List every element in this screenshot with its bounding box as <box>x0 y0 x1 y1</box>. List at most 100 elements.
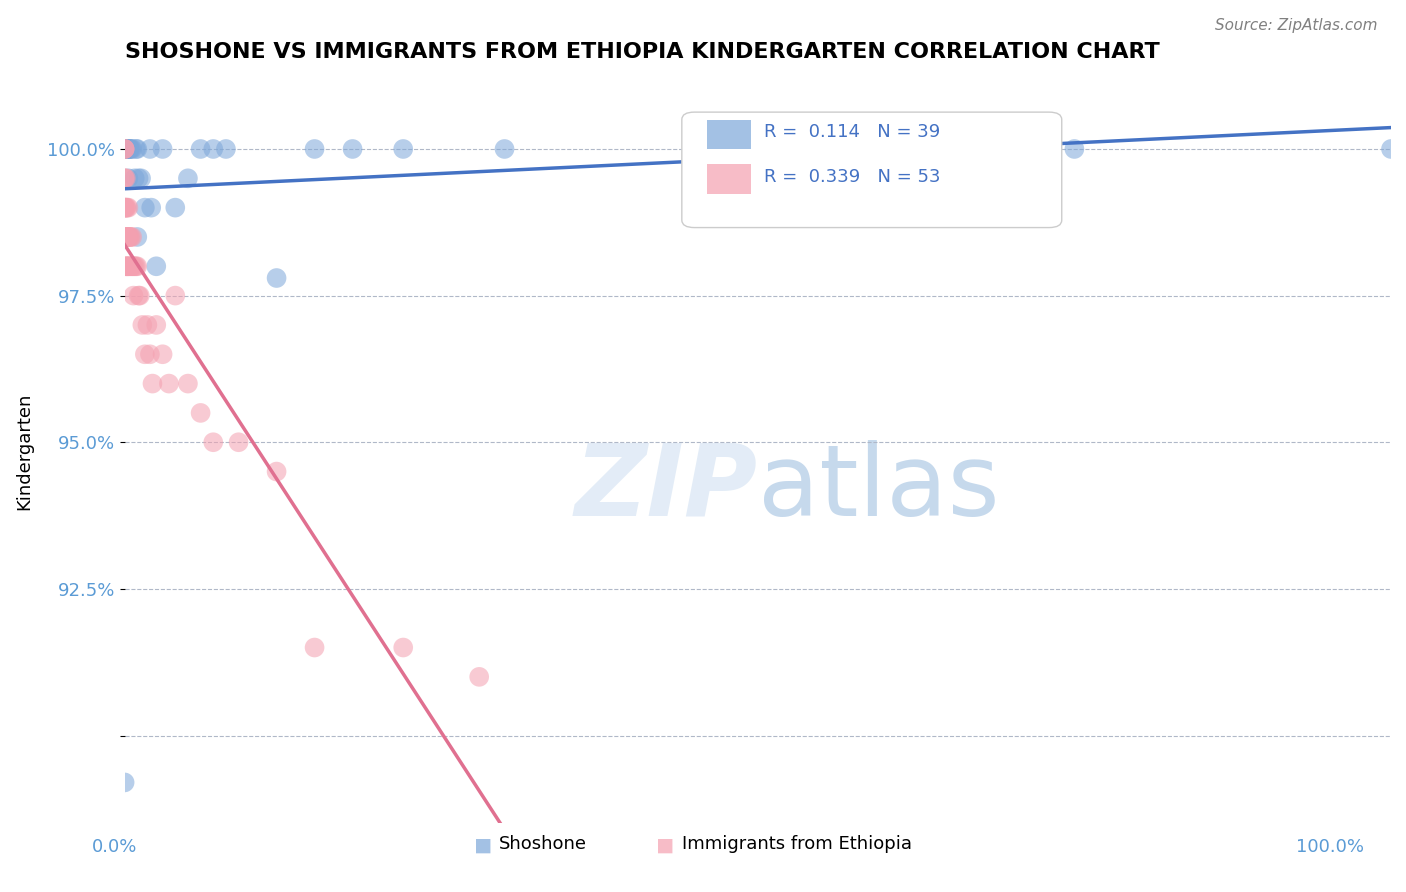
Point <box>114 230 136 244</box>
Point <box>114 142 136 156</box>
Point <box>145 260 167 274</box>
Point <box>120 230 142 244</box>
Point <box>121 260 143 274</box>
Point <box>121 142 143 156</box>
Point <box>114 142 136 156</box>
Point <box>228 435 250 450</box>
Point <box>392 640 415 655</box>
Point <box>1063 142 1085 156</box>
Point <box>304 640 326 655</box>
Point <box>136 318 159 332</box>
Point <box>141 376 163 391</box>
Point <box>127 260 149 274</box>
Point <box>128 288 150 302</box>
Point <box>128 288 150 302</box>
Point <box>114 171 136 186</box>
Point <box>117 260 139 274</box>
Point <box>118 230 141 244</box>
Point <box>114 775 136 789</box>
Point <box>115 142 138 156</box>
Point <box>139 142 162 156</box>
Point <box>118 142 141 156</box>
Point <box>117 230 139 244</box>
Point <box>392 142 415 156</box>
Bar <box>707 120 751 149</box>
Point <box>118 230 141 244</box>
Point <box>117 171 139 186</box>
Point <box>118 142 141 156</box>
Point <box>157 376 180 391</box>
Point <box>165 201 187 215</box>
Point <box>468 670 491 684</box>
Point <box>115 142 138 156</box>
FancyBboxPatch shape <box>682 112 1062 227</box>
Point <box>190 142 212 156</box>
Text: R =  0.114   N = 39: R = 0.114 N = 39 <box>763 123 941 141</box>
Point <box>190 406 212 420</box>
Text: 100.0%: 100.0% <box>1296 838 1364 855</box>
Y-axis label: Kindergarten: Kindergarten <box>15 392 32 509</box>
Text: SHOSHONE VS IMMIGRANTS FROM ETHIOPIA KINDERGARTEN CORRELATION CHART: SHOSHONE VS IMMIGRANTS FROM ETHIOPIA KIN… <box>125 42 1160 62</box>
Point <box>1379 142 1402 156</box>
Point <box>114 142 136 156</box>
Text: ZIP: ZIP <box>575 440 758 537</box>
Point <box>139 347 162 361</box>
Point <box>120 260 142 274</box>
Point <box>115 260 138 274</box>
Point <box>494 142 516 156</box>
Point <box>121 230 143 244</box>
Text: ◼: ◼ <box>474 836 492 855</box>
Point <box>342 142 364 156</box>
Point <box>266 465 288 479</box>
Point <box>124 171 146 186</box>
Point <box>215 142 238 156</box>
Point <box>122 288 145 302</box>
Bar <box>707 164 751 194</box>
Point <box>120 142 142 156</box>
Point <box>117 142 139 156</box>
Point <box>115 230 138 244</box>
Text: Immigrants from Ethiopia: Immigrants from Ethiopia <box>682 835 912 853</box>
Point <box>304 142 326 156</box>
Point <box>202 435 225 450</box>
Point <box>115 260 138 274</box>
Point <box>134 347 156 361</box>
Point <box>129 171 152 186</box>
Point <box>202 142 225 156</box>
Point <box>115 260 138 274</box>
Point <box>177 376 200 391</box>
Point <box>115 142 138 156</box>
Point <box>128 171 150 186</box>
Point <box>127 142 149 156</box>
Point <box>134 201 156 215</box>
Point <box>114 171 136 186</box>
Point <box>145 318 167 332</box>
Point <box>114 201 136 215</box>
Point <box>127 230 149 244</box>
Point <box>114 260 136 274</box>
Point <box>117 201 139 215</box>
Point <box>165 288 187 302</box>
Text: atlas: atlas <box>758 440 1000 537</box>
Point <box>266 271 288 285</box>
Point <box>114 201 136 215</box>
Point <box>152 142 174 156</box>
Point <box>115 201 138 215</box>
Point <box>115 201 138 215</box>
Point <box>131 318 153 332</box>
Text: 0.0%: 0.0% <box>91 838 136 855</box>
Point <box>115 230 138 244</box>
Point <box>115 142 138 156</box>
Text: Source: ZipAtlas.com: Source: ZipAtlas.com <box>1215 18 1378 33</box>
Point <box>125 142 148 156</box>
Point <box>115 142 138 156</box>
Point <box>115 201 138 215</box>
Point <box>873 142 896 156</box>
Point <box>115 230 138 244</box>
Text: R =  0.339   N = 53: R = 0.339 N = 53 <box>763 168 941 186</box>
Point <box>118 260 141 274</box>
Point <box>115 171 138 186</box>
Text: ◼: ◼ <box>657 836 675 855</box>
Point <box>141 201 163 215</box>
Point <box>152 347 174 361</box>
